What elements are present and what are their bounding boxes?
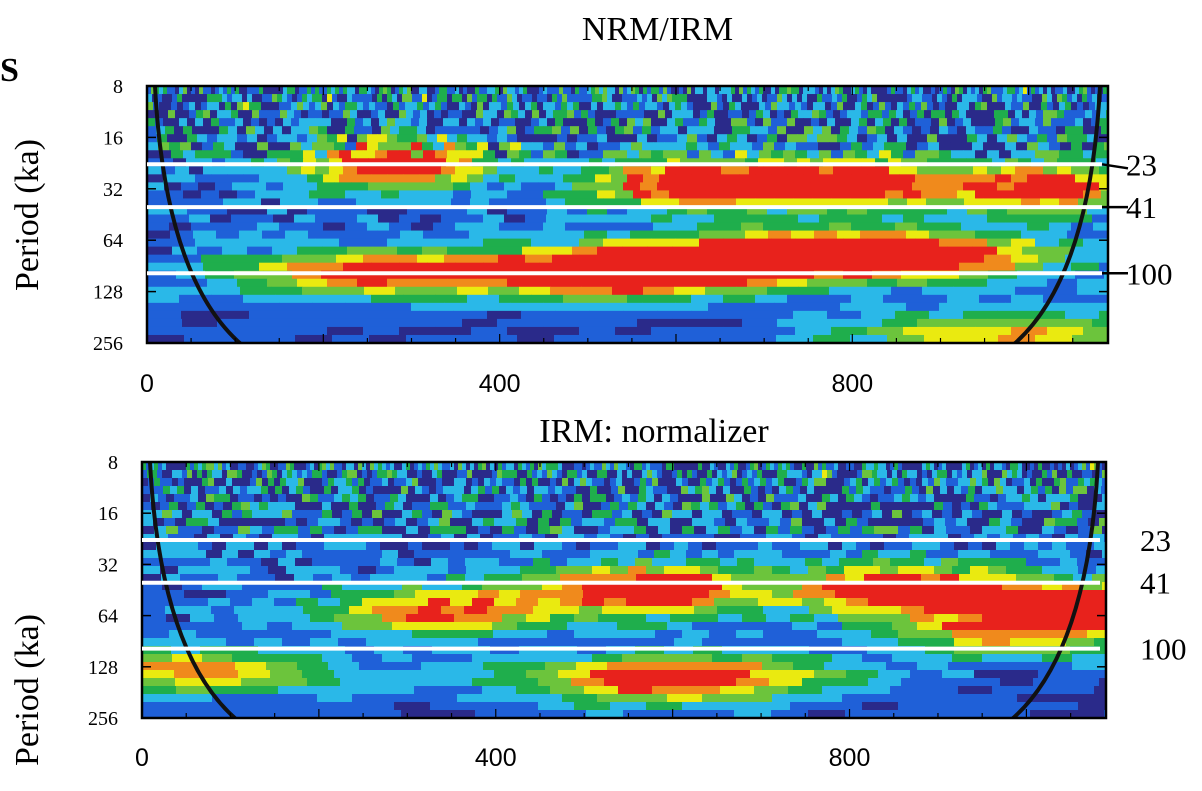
x-tick-label: 800 <box>829 744 871 772</box>
cone-of-influence-right <box>1012 86 1102 343</box>
y-tick-label: 32 <box>103 179 123 201</box>
reference-label-23: 23 <box>1140 523 1171 558</box>
cone-of-influence-right <box>1010 462 1100 718</box>
y-tick-label: 64 <box>98 606 118 628</box>
power-spectrum <box>142 462 1106 718</box>
reference-label-100: 100 <box>1140 632 1187 667</box>
reference-label-41: 41 <box>1126 190 1157 225</box>
y-tick-label: 64 <box>103 230 123 252</box>
y-tick-label: 128 <box>93 282 123 304</box>
y-axis-label: Period (ka) <box>9 139 46 291</box>
reference-tick-23 <box>1101 163 1129 170</box>
x-tick-label: 0 <box>135 744 149 772</box>
reference-label-100: 100 <box>1126 256 1173 291</box>
reference-label-41: 41 <box>1140 566 1171 601</box>
y-tick-label: 8 <box>108 452 118 474</box>
cone-of-influence-left <box>153 86 243 343</box>
y-tick-label: 8 <box>113 76 123 98</box>
y-tick-label: 256 <box>88 708 118 730</box>
y-axis-label: Period (ka) <box>9 614 46 766</box>
plot-frame <box>145 84 1110 345</box>
cone-of-influence-left <box>148 462 238 718</box>
y-tick-label: 16 <box>103 127 123 149</box>
chart-panel-2: 23 41 100 8 16 32 64 128 256 0 400 800 IRM: normaliz… <box>9 413 1187 772</box>
panel-marker: S <box>0 52 19 89</box>
chart-title: NRM/IRM <box>582 11 733 48</box>
y-tick-label: 256 <box>93 333 123 355</box>
chart-title: IRM: normalizer <box>539 413 769 450</box>
y-tick-label: 32 <box>98 554 118 576</box>
y-tick-label: 128 <box>88 657 118 679</box>
x-tick-label: 800 <box>831 370 873 398</box>
x-tick-label: 400 <box>475 744 517 772</box>
chart-panel-1: 23 41 100 8 16 32 64 128 256 0 400 800 NRM/IRM Period… <box>9 11 1173 398</box>
x-tick-label: 400 <box>479 370 521 398</box>
reference-label-23: 23 <box>1126 147 1157 182</box>
plot-frame <box>140 460 1108 720</box>
y-tick-label: 16 <box>98 503 118 525</box>
power-spectrum <box>147 86 1108 343</box>
x-tick-label: 0 <box>140 370 154 398</box>
